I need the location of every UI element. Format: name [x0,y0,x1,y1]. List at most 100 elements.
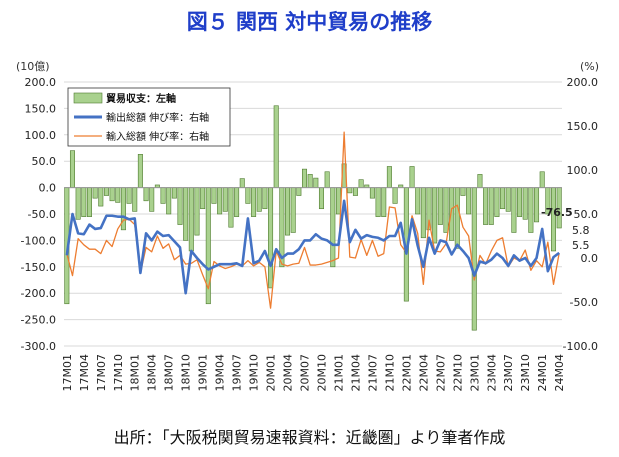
right-tick-label: 50.0 [574,208,599,221]
balance-bar [517,187,523,217]
right-tick-label: 150.0 [567,120,599,133]
balance-bar [211,187,217,204]
balance-bar [98,187,104,207]
x-tick-label: 19M04 [214,354,227,392]
balance-bar [466,187,472,215]
right-tick-label: 0.0 [581,252,599,265]
balance-bar [194,187,200,236]
left-tick-label: -100.0 [21,234,56,247]
source-note: 出所：「大阪税関貿易速報資料：近畿圏」より筆者作成 [113,428,506,447]
x-tick-label: 22M07 [434,354,447,392]
balance-bar [256,187,262,212]
balance-bar [392,187,398,204]
balance-bar [494,187,500,217]
left-tick-label: 0.0 [39,182,57,195]
legend-import-label: 輸入総額 伸び率：右軸 [106,130,209,143]
balance-bar [251,187,257,217]
balance-bar [386,166,392,188]
balance-bar [449,187,455,241]
balance-bar [528,187,534,233]
balance-bar [262,187,268,210]
balance-bar [415,187,421,215]
balance-bar [239,178,245,188]
x-tick-label: 18M07 [163,354,176,392]
right-axis-unit: (%) [580,60,599,73]
balance-bar [200,187,206,210]
balance-bar [245,187,251,204]
balance-bar [217,187,223,215]
left-axis-unit: (10億) [16,60,50,73]
left-tick-label: -300.0 [21,340,56,353]
x-tick-label: 20M01 [265,354,278,392]
balance-bar [477,174,483,188]
balance-bar [500,187,506,210]
x-tick-label: 18M04 [146,354,159,392]
x-tick-label: 18M01 [129,354,142,392]
balance-bar [92,187,98,199]
x-tick-label: 17M04 [78,354,91,392]
balance-bar [539,171,545,188]
x-tick-label: 17M01 [61,354,74,392]
balance-bar [358,179,364,188]
x-tick-label: 17M07 [95,354,108,392]
balance-bar [160,187,166,204]
balance-bar [81,187,87,217]
right-tick-label: 200.0 [567,76,599,89]
balance-bar [313,177,319,188]
annotation-balance: -76.5 [541,206,573,219]
balance-bar [522,187,528,220]
x-tick-label: 21M07 [366,354,379,392]
x-tick-label: 24M04 [553,354,566,392]
x-tick-label: 18M10 [180,354,193,392]
left-tick-label: 200.0 [25,76,57,89]
balance-bar [318,187,324,210]
x-tick-label: 22M10 [451,354,464,392]
annotation-export: 5.8 [572,224,590,237]
balance-bar [381,187,387,217]
balance-bar [437,187,443,225]
x-tick-label: 20M10 [315,354,328,392]
left-tick-label: 100.0 [25,129,57,142]
balance-bar [268,187,274,289]
left-tick-label: -250.0 [21,314,56,327]
x-tick-label: 20M07 [299,354,312,392]
legend-balance-swatch [73,92,103,104]
balance-bar [273,105,279,188]
axes: 200.0 150.0 100.0 50.0 0.0 -50.0 -100.0 -150.0 -… [16,60,599,392]
balance-bar [290,187,296,233]
balance-bar [222,187,228,212]
balance-bar [149,187,155,212]
balance-bar [69,150,75,188]
balance-bar [301,168,308,188]
balance-bar [369,187,375,199]
annotations: -76.5 5.8 5.5 [541,206,590,252]
left-tick-label: -50.0 [28,208,56,221]
chart-title: 図５ 関西 対中貿易の推移 [186,10,433,34]
x-tick-label: 23M10 [519,354,532,392]
balance-bar [352,187,358,196]
x-tick-label: 23M04 [485,354,498,392]
annotation-import: 5.5 [572,239,590,252]
balance-bar [454,187,460,249]
balance-bar [143,187,149,202]
x-tick-label: 21M10 [383,354,396,392]
left-tick-label: -150.0 [21,261,56,274]
balance-bars [64,105,562,331]
balance-bar [183,187,189,241]
balance-bar [330,187,336,268]
balance-bar [488,187,494,225]
balance-bar [234,187,240,217]
x-tick-label: 19M01 [197,354,210,392]
balance-bar [460,187,466,196]
balance-bar [347,187,353,194]
balance-bar [307,174,313,188]
balance-bar [126,187,132,204]
left-tick-label: 50.0 [32,155,57,168]
balance-bar [103,187,109,196]
balance-bar [166,187,172,215]
x-tick-label: 23M01 [468,354,481,392]
x-tick-label: 20M04 [282,354,295,392]
balance-bar [505,187,511,212]
balance-bar [228,187,234,228]
